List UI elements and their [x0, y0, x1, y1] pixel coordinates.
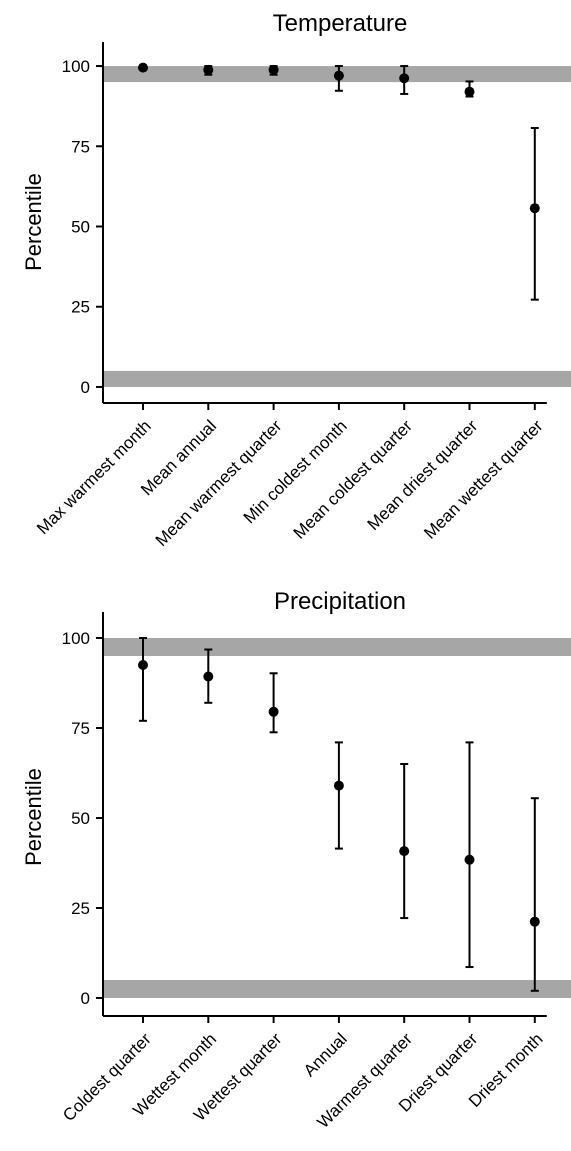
- y-tick-label: 50: [71, 218, 90, 237]
- data-point: [399, 73, 410, 84]
- reference-band: [103, 980, 571, 998]
- x-tick-label: Mean wettest quarter: [420, 416, 547, 543]
- y-tick-label: 75: [71, 719, 90, 738]
- reference-band: [103, 638, 571, 656]
- y-tick-label: 100: [62, 629, 90, 648]
- chart-title: Precipitation: [274, 588, 406, 615]
- data-point: [268, 64, 279, 75]
- data-point: [203, 64, 214, 75]
- chart-panel-2: PrecipitationPercentile0255075100Coldest…: [21, 588, 571, 1132]
- x-tick-label: Max warmest month: [33, 416, 155, 538]
- reference-band: [103, 370, 571, 387]
- data-point: [333, 70, 344, 81]
- data-point: [138, 660, 148, 670]
- y-tick-label: 25: [71, 899, 90, 918]
- data-point: [529, 203, 540, 214]
- y-tick-label: 75: [71, 137, 90, 156]
- data-point: [138, 62, 148, 73]
- y-tick-label: 25: [71, 298, 90, 317]
- chart-title: Temperature: [273, 10, 408, 37]
- x-tick-label: Mean coldest quarter: [290, 416, 417, 543]
- chart-panel-1: Temperature Percentile 0 25 50 75 100 Max warme…: [21, 10, 571, 550]
- x-tick-label: Mean warmest quarter: [152, 416, 286, 550]
- data-point: [203, 671, 214, 682]
- data-point: [529, 916, 540, 927]
- data-point: [333, 780, 344, 791]
- data-point: [464, 86, 475, 97]
- y-axis-label: Percentile: [21, 768, 46, 866]
- y-tick-label: 50: [71, 809, 90, 828]
- y-tick-label: 100: [62, 57, 90, 76]
- data-point: [268, 706, 279, 717]
- x-tick-label: Annual: [300, 1029, 351, 1080]
- data-point: [464, 854, 475, 865]
- y-tick-label: 0: [81, 989, 90, 1008]
- x-tick-label: Mean driest quarter: [364, 416, 482, 534]
- data-point: [399, 846, 410, 857]
- y-tick-label: 0: [81, 378, 90, 397]
- y-axis-label: Percentile: [21, 173, 46, 271]
